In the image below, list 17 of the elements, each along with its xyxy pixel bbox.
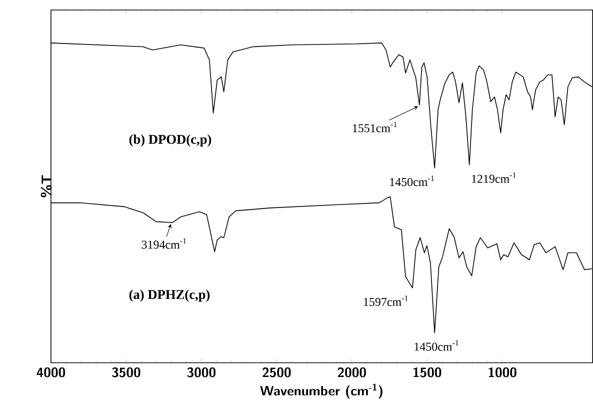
x-tick-label: 1000 [488, 368, 516, 378]
x-tick-label: 3500 [112, 368, 140, 378]
series-label: (b) DPOD(c,p) [129, 134, 212, 147]
x-tick-label: 3000 [187, 368, 216, 378]
annotation: 1450cm$^{-1}$ [390, 176, 434, 186]
text: (a) DPHZ(c,p) [129, 290, 210, 302]
x-tick-label: 2000 [338, 368, 366, 378]
x-tick-label: 4000 [36, 368, 66, 378]
x-tick-label: 1500 [413, 368, 442, 378]
x-axis-title: Wavenumber (cm$^{-1}$) [260, 384, 382, 399]
annotation: 3194cm$^{-1}$ [142, 238, 186, 249]
x-tick-label: 2500 [262, 368, 291, 378]
annotation: 1597cm$^{-1}$ [364, 296, 408, 306]
annotation: 1551cm$^{-1}$ [352, 122, 397, 132]
annotation: 1219cm$^{-1}$ [472, 172, 516, 184]
y-axis-title: %T [40, 175, 52, 198]
annotation: 1450cm$^{-1}$ [414, 340, 458, 351]
